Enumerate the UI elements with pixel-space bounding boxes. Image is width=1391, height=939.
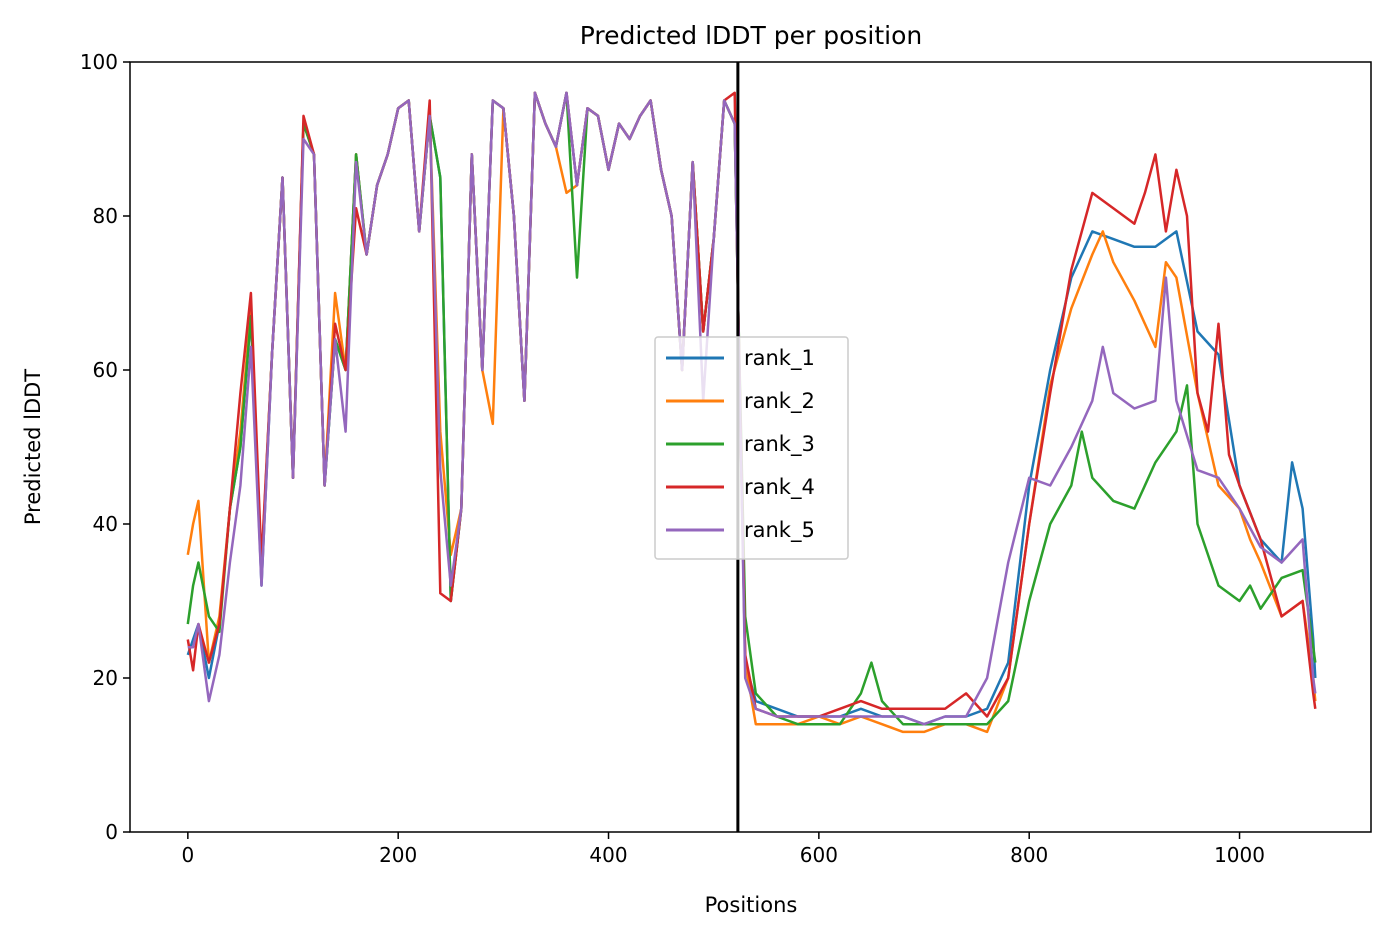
y-tick-label: 60 [93, 358, 118, 382]
x-axis-ticks: 0 200 400 600 800 1000 [181, 832, 1265, 867]
y-tick-label: 100 [80, 50, 118, 74]
x-tick-label: 600 [800, 843, 838, 867]
legend-label-rank_4: rank_4 [744, 475, 815, 500]
y-tick-label: 20 [93, 666, 118, 690]
chart-title: Predicted lDDT per position [580, 21, 922, 50]
legend-label-rank_1: rank_1 [744, 346, 815, 371]
chart-legend: rank_1 rank_2 rank_3 rank_4 rank_5 [654, 336, 849, 560]
x-tick-label: 400 [589, 843, 627, 867]
x-tick-label: 1000 [1214, 843, 1265, 867]
y-axis-label: Predicted lDDT [21, 369, 45, 525]
x-tick-label: 200 [379, 843, 417, 867]
legend-label-rank_2: rank_2 [744, 389, 815, 414]
y-tick-label: 0 [105, 820, 118, 844]
series-line-rank_5 [187, 91, 1317, 726]
legend-label-rank_3: rank_3 [744, 432, 815, 457]
x-tick-label: 800 [1010, 843, 1048, 867]
y-tick-label: 40 [93, 512, 118, 536]
plot-lines [186, 91, 1317, 734]
y-axis-ticks: 0 20 40 60 80 100 [80, 50, 130, 844]
legend-box [654, 336, 849, 560]
legend-label-rank_5: rank_5 [744, 518, 815, 543]
plot-frame [129, 61, 1372, 833]
x-axis-label: Positions [705, 893, 798, 917]
x-tick-label: 0 [181, 843, 194, 867]
y-tick-label: 80 [93, 204, 118, 228]
